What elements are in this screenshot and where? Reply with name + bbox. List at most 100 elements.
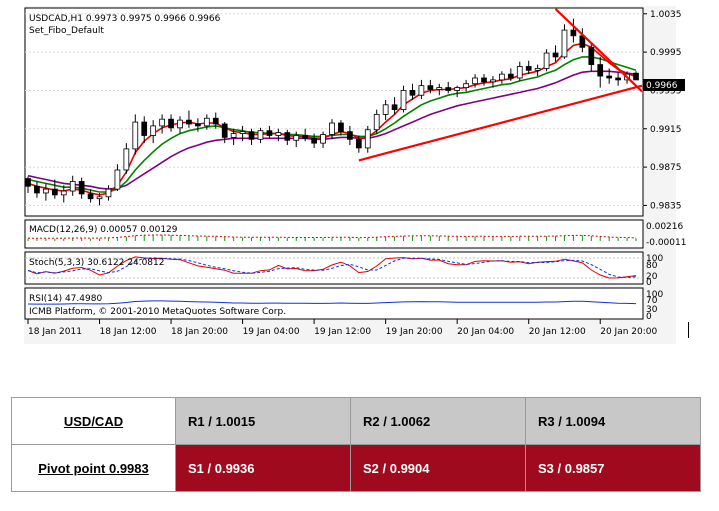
candle-body: [427, 85, 434, 90]
candle-body: [391, 104, 398, 111]
rsi-pane: RSI(14) 47.4980 ICMB Platform, © 2001-20…: [24, 287, 663, 322]
rsi-tick-30: 30: [646, 305, 658, 315]
macd-pane: MACD(12,26,9) 0.00057 0.00129 0.00216 -0…: [24, 219, 686, 249]
time-tick-label: 18 Jan 12:00: [100, 327, 157, 337]
candle-body: [355, 138, 362, 149]
trend-line: [358, 84, 643, 162]
candle-body: [570, 29, 577, 37]
stoch-tick-80: 80: [646, 261, 658, 271]
candle-body: [168, 118, 174, 129]
candle-body: [561, 29, 568, 58]
candle-body: [60, 190, 67, 196]
candle-body: [320, 134, 326, 144]
candle-body: [507, 73, 514, 79]
last-price-box: [643, 79, 685, 91]
time-tick-label: 20 Jan 20:00: [600, 327, 657, 337]
candle-body: [382, 104, 389, 115]
stochastic-pane: Stoch(5,3,3) 30.6122 24.0812 100 80 20 0: [24, 251, 663, 288]
pair-cell: USD/CAD: [11, 397, 176, 445]
candle-body: [463, 83, 469, 88]
candle-body: [221, 123, 228, 138]
macd-signal-line: [28, 234, 637, 239]
candle-body: [212, 117, 219, 125]
rsi-tick-0: 0: [646, 312, 652, 322]
candle-body: [418, 85, 425, 96]
candle-body: [364, 129, 371, 149]
r1-cell: R1 / 1.0015: [175, 397, 351, 445]
chart-header: USDCAD,H1 0.9973 0.9975 0.9966 0.9966: [29, 14, 221, 24]
time-tick-label: 19 Jan 12:00: [314, 327, 371, 337]
candle-body: [347, 131, 353, 140]
candle-body: [186, 119, 192, 125]
price-axis: 1.0035 0.9995 0.9955 0.9915 0.9875 0.9835: [643, 10, 682, 211]
price-tick-label: 1.0035: [650, 10, 682, 20]
price-chart: 1.0035 0.9995 0.9955 0.9915 0.9875 0.9835 USD…: [24, 6, 686, 344]
candle-body: [141, 121, 148, 136]
support-row: Pivot point 0.9983 S1 / 0.9936 S2 / 0.99…: [11, 444, 701, 492]
candle-body: [78, 181, 85, 195]
candle-body: [499, 73, 505, 81]
candle-body: [248, 131, 255, 140]
candle-body: [534, 68, 541, 71]
candle-body: [597, 64, 604, 77]
candle-body: [34, 185, 40, 194]
candle-body: [266, 130, 273, 136]
last-price-tag: 0.9966: [646, 81, 678, 91]
time-tick-label: 19 Jan 20:00: [386, 327, 443, 337]
stoch-signal-line: [27, 257, 637, 279]
candle-body: [400, 90, 407, 111]
candle-body: [132, 121, 139, 150]
candle-body: [87, 193, 94, 200]
pivot-cell: Pivot point 0.9983: [11, 444, 176, 492]
text-cursor: [688, 322, 689, 338]
candle-body: [516, 66, 523, 79]
candle-body: [69, 181, 76, 192]
candle-body: [43, 188, 49, 194]
candle-body: [490, 79, 496, 83]
candle-body: [633, 72, 639, 81]
candle-body: [481, 77, 487, 83]
macd-tick-top: 0.00216: [646, 222, 683, 232]
candle-body: [159, 118, 165, 127]
candle-body: [373, 113, 380, 131]
macd-pane-frame: [24, 219, 644, 249]
candle-body: [606, 75, 613, 79]
candle-body: [114, 169, 121, 190]
stoch-tick-100: 100: [646, 254, 663, 264]
main-price-pane: 1.0035 0.9995 0.9955 0.9915 0.9875 0.9835 USD…: [24, 7, 685, 217]
time-tick-label: 18 Jan 2011: [28, 327, 82, 337]
candle-body: [302, 135, 309, 139]
candle-body: [543, 52, 550, 69]
candle-body: [525, 66, 532, 71]
candle-body: [409, 90, 416, 96]
candle-body: [588, 46, 595, 65]
trend-line: [554, 8, 643, 93]
resistance-row: USD/CAD R1 / 1.0015 R2 / 1.0062 R3 / 1.0…: [11, 397, 701, 445]
candle-body: [615, 77, 621, 81]
candlesticks: [25, 18, 639, 206]
candle-body: [472, 77, 478, 85]
rsi-line: [27, 300, 637, 305]
pivot-table: USD/CAD R1 / 1.0015 R2 / 1.0062 R3 / 1.0…: [11, 397, 701, 492]
candle-body: [311, 137, 317, 144]
r3-cell: R3 / 1.0094: [525, 397, 701, 445]
candle-body: [105, 188, 112, 198]
candle-body: [150, 125, 157, 136]
candle-body: [552, 52, 559, 58]
candle-body: [454, 87, 461, 91]
candle-body: [239, 131, 246, 134]
indicator-label: Set_Fibo_Default: [29, 26, 104, 36]
macd-tick-bottom: -0.00011: [646, 238, 686, 248]
r2-cell: R2 / 1.0062: [350, 397, 526, 445]
candle-body: [177, 119, 183, 129]
s3-cell: S3 / 0.9857: [525, 444, 701, 492]
stoch-tick-20: 20: [646, 272, 658, 282]
candle-body: [195, 123, 201, 127]
candle-body: [293, 135, 300, 141]
copyright-text: ICMB Platform, © 2001-2010 MetaQuotes So…: [29, 307, 286, 317]
time-axis: 18 Jan 2011 18 Jan 12:00 18 Jan 20:00 19 Ja…: [27, 319, 657, 337]
stoch-label: Stoch(5,3,3) 30.6122 24.0812: [29, 258, 164, 268]
s2-cell: S2 / 0.9904: [350, 444, 526, 492]
price-tick-label: 0.9995: [650, 48, 682, 58]
stoch-tick-0: 0: [646, 278, 652, 288]
